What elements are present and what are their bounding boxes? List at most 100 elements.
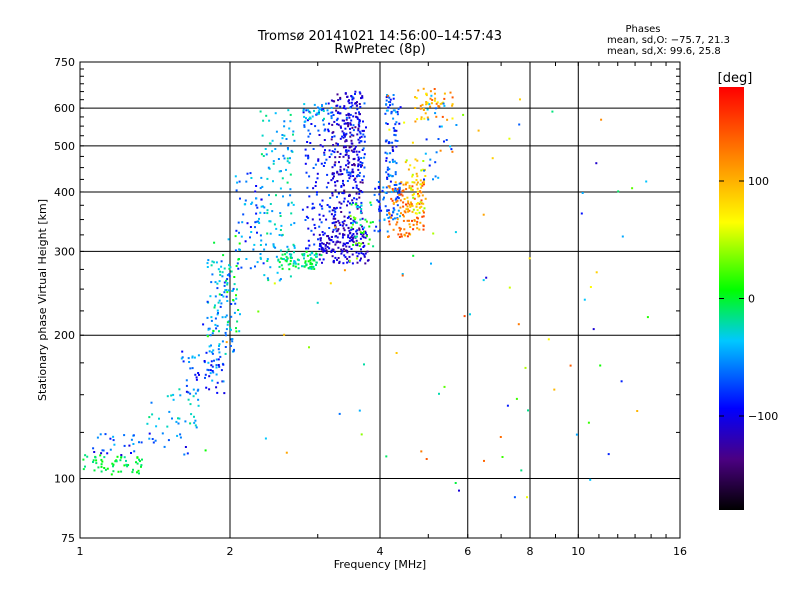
data-point xyxy=(130,438,133,441)
data-point xyxy=(290,253,293,256)
data-point xyxy=(341,135,344,138)
data-point xyxy=(361,149,364,151)
data-point xyxy=(339,165,342,168)
data-point xyxy=(339,137,342,140)
data-point xyxy=(220,265,223,268)
data-point xyxy=(215,373,218,376)
data-point xyxy=(102,449,105,452)
data-point xyxy=(279,229,282,231)
data-point xyxy=(110,473,113,476)
data-point xyxy=(386,213,389,216)
data-point xyxy=(294,262,297,265)
data-point xyxy=(343,119,345,122)
stats-box: Phases mean, sd,O: −75.7, 21.3 mean, sd,… xyxy=(607,24,730,57)
data-point xyxy=(360,233,363,235)
data-point xyxy=(208,375,211,378)
data-point xyxy=(405,181,408,184)
data-point xyxy=(254,226,256,229)
data-point xyxy=(256,231,258,234)
data-point xyxy=(396,113,399,116)
data-point xyxy=(358,91,361,94)
data-point xyxy=(334,224,337,227)
data-point xyxy=(343,145,346,148)
data-point xyxy=(364,236,367,239)
data-point xyxy=(272,244,275,247)
data-point xyxy=(216,324,219,327)
data-point xyxy=(385,171,388,174)
data-point xyxy=(352,228,355,231)
data-point xyxy=(358,111,360,114)
data-point xyxy=(382,198,385,201)
data-point xyxy=(395,145,398,148)
data-point xyxy=(289,157,291,160)
data-point xyxy=(450,148,453,151)
data-point xyxy=(340,252,343,255)
data-point xyxy=(204,376,206,379)
data-point xyxy=(123,444,126,447)
data-point xyxy=(419,107,422,110)
data-point xyxy=(378,219,381,222)
data-point xyxy=(334,207,337,210)
data-point xyxy=(434,107,437,110)
data-point xyxy=(362,133,365,136)
data-point xyxy=(398,182,401,185)
data-point xyxy=(347,200,350,203)
data-point xyxy=(209,369,212,372)
y-tick-label: 500 xyxy=(54,140,75,153)
data-point xyxy=(233,348,235,351)
data-point xyxy=(551,110,554,113)
data-point xyxy=(274,246,277,249)
data-point xyxy=(334,161,337,164)
data-point xyxy=(413,181,416,184)
data-point xyxy=(357,127,360,130)
data-point xyxy=(207,361,210,364)
data-point xyxy=(422,181,425,184)
data-point xyxy=(343,122,346,125)
data-point xyxy=(210,364,213,367)
data-point xyxy=(288,161,291,164)
data-point xyxy=(320,254,323,257)
data-point xyxy=(434,161,437,164)
data-point xyxy=(331,222,334,225)
data-point xyxy=(424,112,427,115)
data-point xyxy=(306,254,309,257)
data-point xyxy=(238,330,241,333)
data-point xyxy=(395,129,398,132)
data-point xyxy=(335,235,338,238)
data-point xyxy=(234,249,237,252)
data-point xyxy=(329,282,332,285)
data-point xyxy=(361,162,364,164)
data-point xyxy=(356,117,359,120)
data-point xyxy=(151,438,154,440)
data-point xyxy=(266,258,269,260)
data-point xyxy=(439,102,442,105)
data-point xyxy=(358,130,361,133)
data-point xyxy=(353,163,355,166)
data-point xyxy=(285,168,287,171)
data-point xyxy=(394,198,397,201)
data-point xyxy=(352,115,355,118)
data-point xyxy=(192,395,195,398)
data-point xyxy=(331,136,334,138)
data-point xyxy=(196,389,199,392)
data-point xyxy=(360,433,363,436)
data-point xyxy=(84,465,86,468)
data-point xyxy=(343,134,346,136)
data-point xyxy=(357,159,360,162)
data-point xyxy=(348,177,351,180)
data-point xyxy=(257,220,260,223)
data-point xyxy=(112,470,115,473)
data-point xyxy=(398,236,401,238)
data-point xyxy=(422,202,425,205)
data-point xyxy=(412,254,415,257)
data-point xyxy=(350,149,353,152)
data-point xyxy=(288,253,291,256)
colorbar-label: [deg] xyxy=(718,71,753,86)
data-point xyxy=(308,195,311,198)
data-point xyxy=(313,243,316,246)
data-point xyxy=(332,114,335,116)
data-point xyxy=(364,218,367,221)
data-point xyxy=(361,191,364,194)
data-point xyxy=(338,262,341,264)
